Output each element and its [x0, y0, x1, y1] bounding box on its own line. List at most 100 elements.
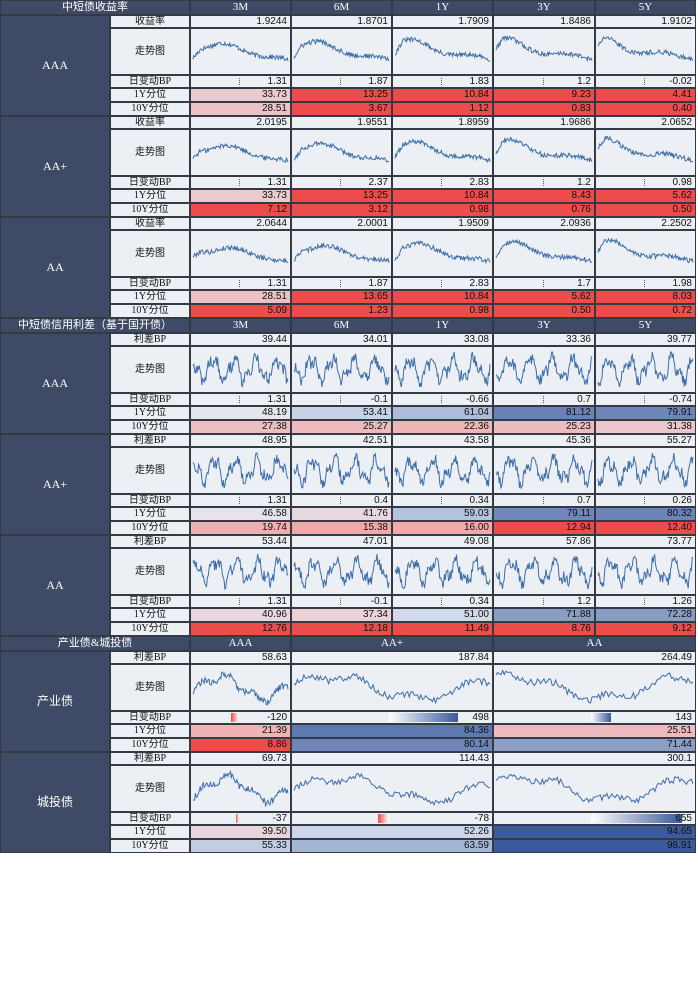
percentile-cell: 71.44 [493, 738, 696, 752]
zero-tick [543, 78, 544, 85]
percentile-cell: 80.14 [291, 738, 493, 752]
row-label: 收益率 [110, 217, 190, 230]
trend-sparkline-chart [394, 138, 491, 164]
trend-sparkline [291, 664, 493, 711]
trend-line [293, 353, 390, 388]
trend-sparkline [493, 230, 595, 277]
row-label: 收益率 [110, 15, 190, 28]
value-cell: 69.73 [190, 752, 291, 765]
percentile-cell: 0.83 [493, 102, 595, 116]
trend-line [293, 452, 390, 489]
row-label: 日变动BP [110, 277, 190, 290]
daily-change-cell: 0.7 [493, 393, 595, 406]
trend-line [597, 351, 694, 388]
row-label: 10Y分位 [110, 203, 190, 217]
trend-sparkline-chart [192, 553, 289, 591]
row-label: 日变动BP [110, 812, 190, 825]
percentile-cell: 5.09 [190, 304, 291, 318]
yield-group-1: AA+ [0, 116, 110, 217]
yield-col-3m: 3M [190, 0, 291, 15]
value-cell: 300.1 [493, 752, 696, 765]
row-label: 日变动BP [110, 595, 190, 608]
row-label: 10Y分位 [110, 102, 190, 116]
percentile-cell: 12.40 [595, 521, 696, 535]
percentile-cell: 46.58 [190, 507, 291, 521]
industry-group-1: 城投债 [0, 752, 110, 853]
trend-line [597, 452, 694, 488]
percentile-cell: 55.33 [190, 839, 291, 853]
industry-title: 产业债&城投债 [0, 636, 190, 651]
zero-tick [644, 396, 645, 403]
trend-sparkline [291, 765, 493, 812]
daily-change-cell: 1.31 [190, 176, 291, 189]
spread-col-3m: 3M [190, 318, 291, 333]
daily-change-cell: 0.26 [595, 494, 696, 507]
percentile-cell: 4.41 [595, 88, 696, 102]
row-label: 利差BP [110, 434, 190, 447]
daily-change-cell: 0.34 [392, 595, 493, 608]
trend-line [192, 671, 289, 706]
value-cell: 1.8701 [291, 15, 392, 28]
trend-line [293, 672, 491, 705]
daily-change-cell: 1.98 [595, 277, 696, 290]
percentile-cell: 19.74 [190, 521, 291, 535]
trend-line [192, 352, 289, 388]
trend-sparkline-chart [495, 136, 593, 162]
percentile-cell: 33.73 [190, 189, 291, 203]
percentile-cell: 16.00 [392, 521, 493, 535]
trend-line [394, 35, 491, 62]
value-cell: 33.08 [392, 333, 493, 346]
trend-sparkline-chart [293, 38, 390, 62]
trend-sparkline-chart [293, 140, 390, 163]
daily-change-cell: 1.2 [493, 176, 595, 189]
trend-line [293, 772, 491, 807]
row-label: 日变动BP [110, 711, 190, 724]
percentile-cell: 8.03 [595, 290, 696, 304]
percentile-cell: 8.76 [493, 622, 595, 636]
percentile-cell: 3.67 [291, 102, 392, 116]
spread-col-1y: 1Y [392, 318, 493, 333]
trend-sparkline-chart [597, 452, 694, 488]
value-cell: 2.0001 [291, 217, 392, 230]
trend-sparkline-chart [293, 242, 390, 263]
daily-change-cell: 2.83 [392, 277, 493, 290]
trend-sparkline [595, 548, 696, 595]
percentile-cell: 25.23 [493, 420, 595, 434]
percentile-cell: 10.84 [392, 88, 493, 102]
trend-line [597, 554, 694, 590]
trend-line [192, 769, 289, 808]
daily-change-cell: -0.02 [595, 75, 696, 88]
trend-line [597, 237, 694, 264]
trend-line [192, 452, 289, 489]
percentile-cell: 25.51 [493, 724, 696, 738]
trend-sparkline-chart [597, 554, 694, 590]
yield-col-3y: 3Y [493, 0, 595, 15]
data-bar [591, 713, 611, 722]
percentile-cell: 21.39 [190, 724, 291, 738]
trend-sparkline [190, 28, 291, 75]
daily-change-cell: 0.7 [493, 494, 595, 507]
trend-sparkline-chart [597, 237, 694, 264]
trend-sparkline-chart [495, 35, 593, 63]
trend-sparkline [190, 230, 291, 277]
percentile-cell: 98.91 [493, 839, 696, 853]
value-cell: 43.58 [392, 434, 493, 447]
zero-tick [340, 396, 341, 403]
row-label: 走势图 [110, 447, 190, 494]
daily-change-cell: 2.37 [291, 176, 392, 189]
trend-sparkline-chart [597, 351, 694, 388]
daily-change-cell: 1.87 [291, 75, 392, 88]
row-label: 10Y分位 [110, 622, 190, 636]
percentile-cell: 25.27 [291, 420, 392, 434]
trend-sparkline-chart [192, 40, 289, 62]
trend-sparkline-chart [495, 669, 694, 704]
zero-tick [441, 396, 442, 403]
value-cell: 1.7909 [392, 15, 493, 28]
daily-change-cell: -0.66 [392, 393, 493, 406]
zero-tick [441, 78, 442, 85]
daily-change-cell: -0.1 [291, 595, 392, 608]
percentile-cell: 37.34 [291, 608, 392, 622]
percentile-cell: 28.51 [190, 102, 291, 116]
percentile-cell: 94.65 [493, 825, 696, 839]
row-label: 利差BP [110, 535, 190, 548]
